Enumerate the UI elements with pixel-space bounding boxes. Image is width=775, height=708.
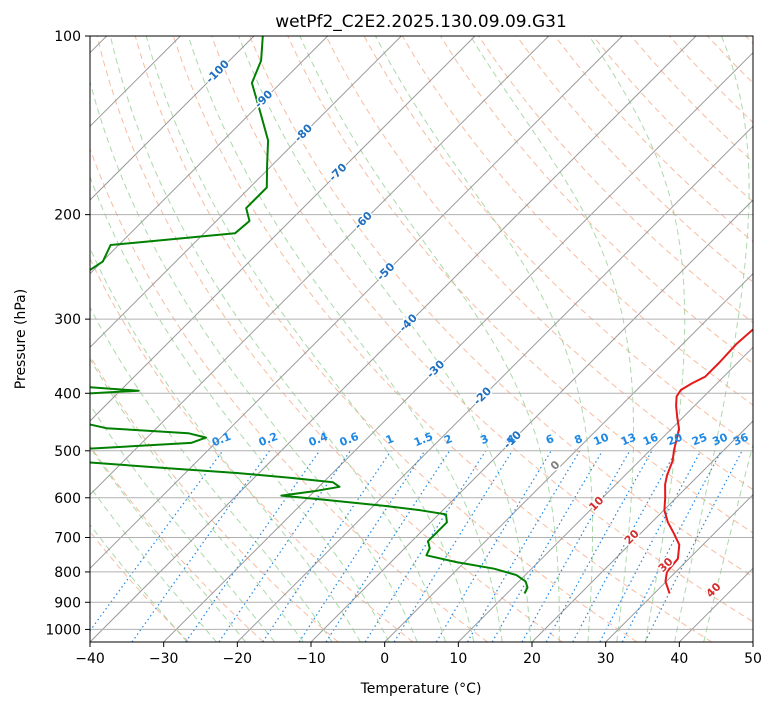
background-lines	[90, 36, 753, 642]
moist-adiabat-line	[375, 36, 593, 642]
moist-adiabat-line	[90, 523, 188, 642]
pressure-gridlines	[90, 36, 753, 630]
dewpoint-line	[90, 36, 529, 594]
temperature-line	[663, 328, 753, 594]
y-tick-label: 500	[54, 444, 81, 460]
dry-adiabat-line	[172, 36, 712, 642]
dry-adiabat-line	[96, 36, 563, 642]
x-tick-label: 0	[380, 651, 389, 667]
mixing-ratio-line	[325, 450, 451, 642]
plot-frame	[89, 35, 754, 643]
mixing-ratio-label: 30	[711, 431, 730, 449]
x-tick-label: 20	[523, 651, 541, 667]
moist-adiabat-line	[299, 36, 560, 642]
isotherm-line	[457, 346, 753, 642]
moist-adiabat-line	[90, 485, 217, 642]
y-tick-label: 1000	[45, 622, 81, 638]
y-tick-label: 900	[54, 595, 81, 611]
chart-title: wetPf2_C2E2.2025.130.09.09.G31	[275, 12, 567, 32]
mixing-ratio-label: 10	[592, 431, 611, 449]
moist-adiabat-line	[109, 36, 446, 642]
moist-adiabat-line	[90, 79, 418, 642]
isotherm-line	[90, 36, 697, 642]
x-axis-label: Temperature (°C)	[360, 681, 482, 697]
isotherm-line	[310, 199, 753, 642]
x-tick-label: −10	[296, 651, 326, 667]
isotherm-line	[90, 36, 402, 349]
dry-adiabat-line	[211, 36, 753, 623]
moist-adiabat-line	[588, 36, 686, 642]
dry-adiabat-line	[134, 36, 638, 642]
isotherm-line	[236, 125, 753, 642]
moist-adiabat-line	[90, 306, 333, 642]
isotherm-line	[90, 36, 623, 570]
moist-adiabat-line	[703, 442, 753, 642]
isotherm-line	[90, 36, 329, 275]
dry-adiabat-line	[325, 36, 753, 491]
y-tick-label: 700	[54, 531, 81, 547]
mixing-ratio-line	[435, 450, 552, 642]
x-tick-label: −30	[149, 651, 179, 667]
mixing-ratio-label: 20	[665, 431, 684, 449]
y-tick-label: 100	[54, 29, 81, 45]
y-tick-label: 300	[54, 312, 81, 328]
mixing-ratio-label: 13	[619, 431, 638, 449]
mixing-ratio-line	[262, 450, 392, 642]
isotherm-line	[163, 51, 753, 642]
mixing-ratio-line	[599, 450, 702, 642]
isotherm-line	[605, 493, 753, 642]
moist-adiabat-line	[674, 36, 750, 642]
mixing-ratio-label: 1	[384, 432, 396, 447]
moist-adiabat-line	[90, 357, 304, 642]
mixing-ratio-line	[393, 450, 513, 642]
moist-adiabat-line	[90, 446, 247, 642]
mixing-ratio-label: 8	[572, 432, 584, 447]
mixing-ratio-label: 3	[478, 432, 490, 447]
mixing-ratio-line	[466, 450, 581, 642]
moist-adiabat-line	[90, 403, 276, 642]
mixing-ratio-line	[364, 450, 487, 642]
moist-adiabat-line	[187, 36, 503, 642]
x-tick-label: 40	[670, 651, 688, 667]
x-tick-label: 30	[597, 651, 615, 667]
mixing-ratio-label: 36	[731, 431, 750, 449]
dry-adiabat-line	[90, 257, 414, 642]
x-tick-label: 10	[449, 651, 467, 667]
isotherm-line	[531, 420, 753, 642]
isotherm-line	[90, 36, 255, 201]
isotherm-line	[384, 272, 753, 642]
mixing-ratio-line	[298, 450, 426, 642]
mixing-ratio-label: 25	[690, 431, 709, 449]
y-tick-label: 400	[54, 386, 81, 402]
isotherm-line	[90, 36, 476, 422]
mixing-ratio-label: 2	[442, 432, 454, 447]
y-tick-label: 800	[54, 565, 81, 581]
dry-adiabat-line	[90, 444, 264, 642]
x-tick-label: −40	[75, 651, 105, 667]
mixing-ratio-line	[572, 450, 677, 642]
moist-adiabat-line	[470, 36, 634, 642]
isotherm-line	[90, 36, 550, 496]
x-tick-label: 50	[744, 651, 762, 667]
mixing-ratio-line	[218, 450, 351, 642]
dry-adiabat-line	[287, 36, 753, 534]
x-tick-label: −20	[223, 651, 253, 667]
y-tick-label: 600	[54, 491, 81, 507]
y-axis: 1000 900 800 700 600 500 400 300 200 100	[45, 29, 90, 638]
dry-adiabat-line	[249, 36, 753, 578]
mixing-ratio-label: 16	[641, 431, 660, 449]
y-tick-label: 200	[54, 208, 81, 224]
moist-adiabat-line	[90, 175, 390, 642]
moist-adiabat-line	[145, 36, 475, 642]
y-axis-label: Pressure (hPa)	[13, 289, 29, 389]
profile-series	[90, 36, 753, 594]
x-axis: −40 −30 −20 −10 0 10 20 30 40 50	[75, 642, 762, 667]
dry-adiabat-line	[516, 36, 753, 283]
